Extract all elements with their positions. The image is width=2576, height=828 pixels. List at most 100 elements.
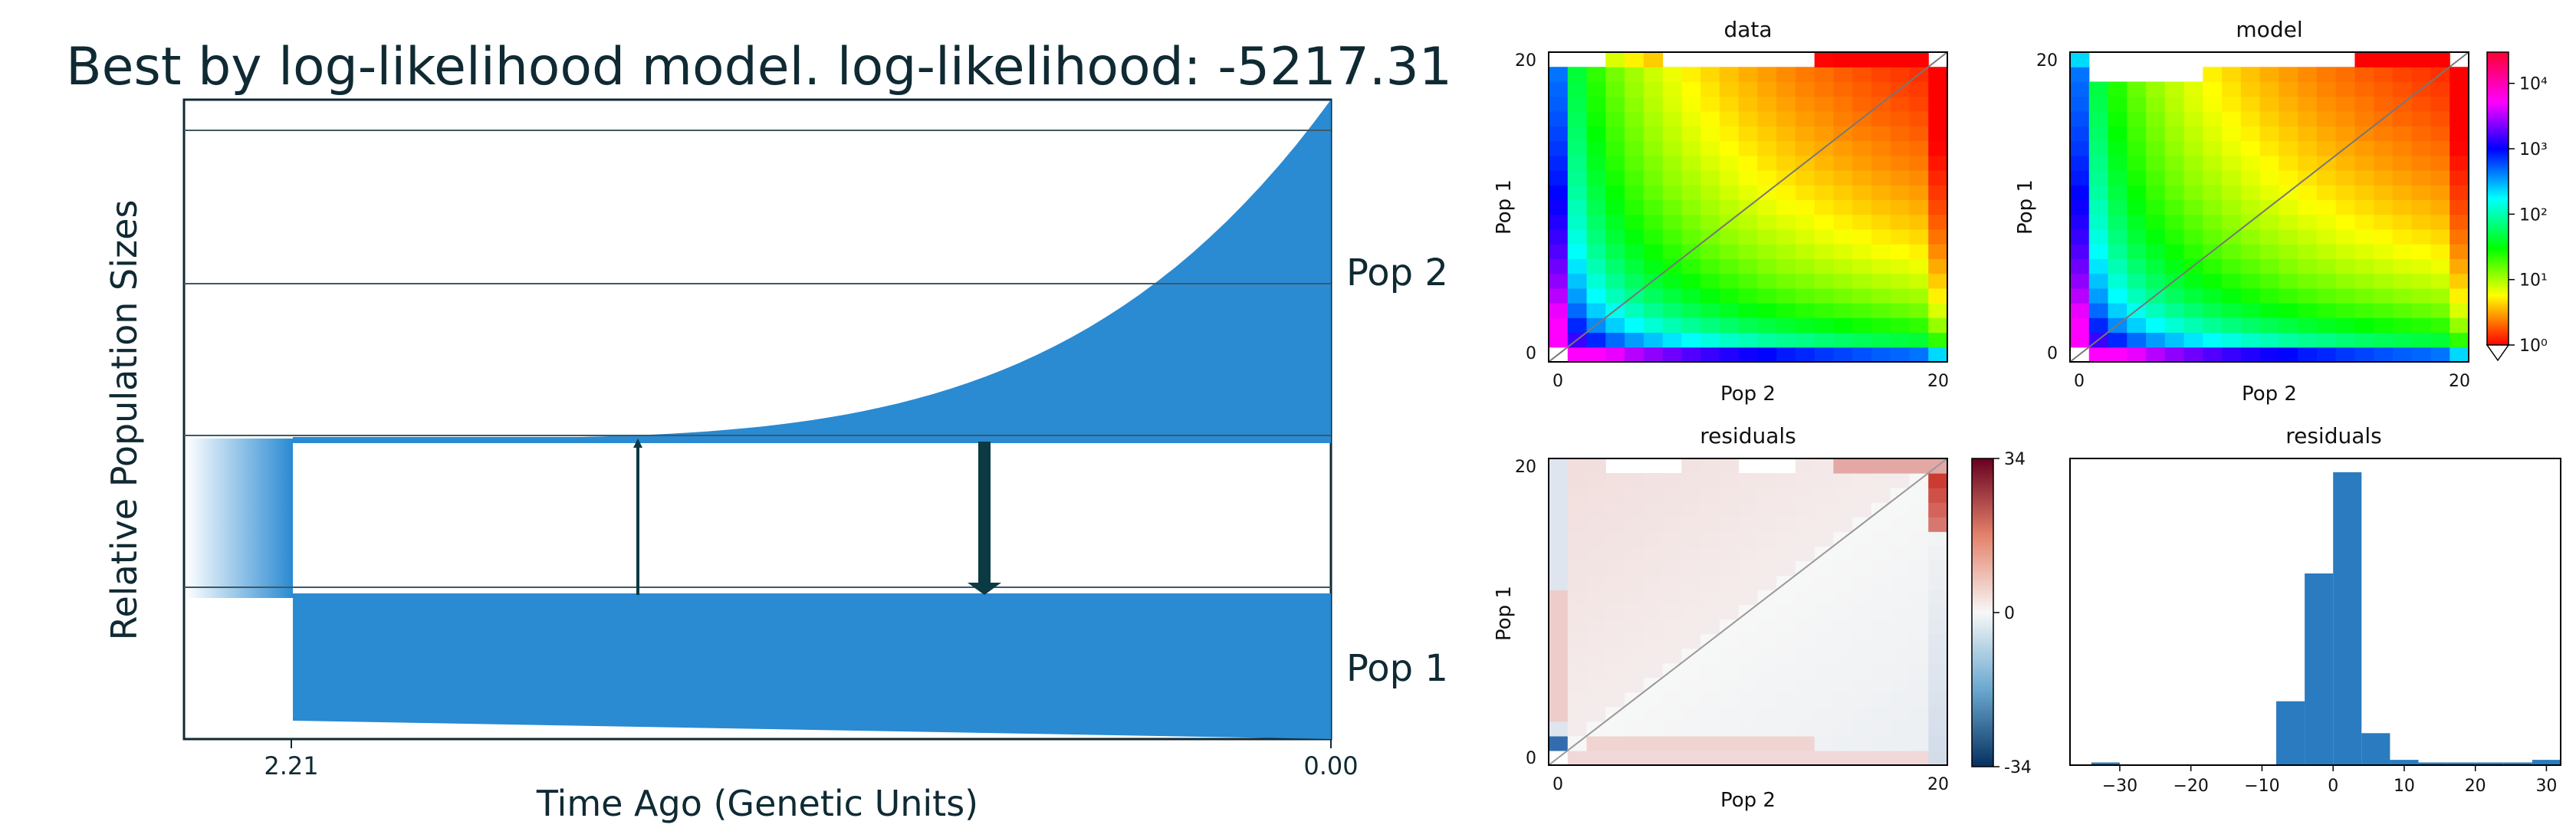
heatmap-cell	[2222, 126, 2242, 142]
heatmap-cell	[1776, 228, 1796, 245]
heatmap-cell	[1567, 110, 1588, 127]
heatmap-cell	[1662, 750, 1682, 766]
heatmap-cell	[2240, 96, 2261, 112]
heatmap-cell	[1738, 721, 1758, 737]
heatmap-cell	[1681, 214, 1701, 230]
heatmap-cells	[2070, 52, 2469, 363]
heatmap-cell	[1719, 473, 1740, 488]
panel-title: model	[2236, 17, 2302, 42]
heatmap-cell	[2430, 81, 2450, 97]
heatmap-cell	[2183, 81, 2203, 97]
heatmap-cell	[1928, 273, 1948, 289]
heatmap-cell	[1605, 214, 1625, 230]
heatmap-cell	[1871, 214, 1891, 230]
heatmap-cell	[1890, 185, 1911, 200]
heatmap-cell	[1757, 110, 1777, 127]
heatmap-cell	[2127, 214, 2147, 230]
heatmap-cell	[1625, 126, 1644, 142]
heatmap-cell	[2411, 347, 2432, 363]
heatmap-cell	[1757, 546, 1777, 561]
heatmap-cell	[1871, 590, 1891, 606]
heatmap-cell	[2108, 155, 2128, 171]
heatmap-cell	[1871, 67, 1891, 83]
heatmap-cell	[1890, 648, 1911, 664]
heatmap-cell	[2279, 140, 2298, 156]
heatmap-cell	[1928, 110, 1948, 127]
heatmap-cell	[2108, 228, 2128, 245]
heatmap-cell	[2354, 317, 2374, 334]
heatmap-cell	[2430, 199, 2450, 215]
heatmap-cell	[2450, 288, 2469, 304]
heatmap-cell	[1605, 590, 1625, 606]
heatmap-cell	[1833, 52, 1853, 67]
heatmap-cell	[1681, 347, 1701, 363]
heatmap-cell	[2164, 96, 2185, 112]
heatmap-cell	[1890, 458, 1911, 474]
heatmap-cell	[1586, 648, 1606, 664]
heatmap-cell	[2392, 347, 2413, 363]
heatmap-cell	[1852, 347, 1872, 363]
heatmap-cell	[2146, 303, 2166, 318]
heatmap-cell	[1605, 488, 1625, 503]
heatmap-cell	[1643, 633, 1664, 649]
heatmap-cell	[1871, 735, 1891, 751]
heatmap-cell	[1681, 721, 1701, 737]
colorbar-extend-arrow	[2486, 344, 2510, 362]
x-tick-label: 20	[2449, 372, 2470, 391]
heatmap-cell	[1700, 258, 1720, 274]
heatmap-cell	[1890, 531, 1911, 547]
heatmap-cell	[1757, 517, 1777, 532]
heatmap-cell	[1795, 706, 1815, 722]
heatmap-cell	[2374, 273, 2394, 289]
heatmap-cell	[1833, 81, 1853, 97]
heatmap-cell	[1719, 735, 1740, 751]
heatmap-cell	[2392, 303, 2413, 318]
heatmap-cell	[1643, 185, 1664, 200]
heatmap-cell	[1814, 575, 1835, 591]
heatmap-cell	[1871, 721, 1891, 737]
heatmap-cell	[1738, 517, 1758, 532]
heatmap-cell	[2259, 214, 2279, 230]
heatmap-cell	[2335, 199, 2356, 215]
heatmap-cell	[2335, 228, 2356, 245]
heatmap-cell	[1549, 126, 1569, 142]
heatmap-cell	[1852, 303, 1872, 318]
heatmap-cell	[1719, 317, 1740, 334]
heatmap-cell	[2430, 303, 2450, 318]
heatmap-cell	[1681, 633, 1701, 649]
heatmap-cell	[1662, 155, 1682, 171]
heatmap-cell	[1549, 81, 1569, 97]
heatmap-cell	[1700, 590, 1720, 606]
heatmap-cell	[1833, 619, 1853, 635]
heatmap-cell	[1909, 81, 1929, 97]
heatmap-cell	[2183, 303, 2203, 318]
heatmap-cell	[2240, 67, 2261, 83]
heatmap-cell	[1567, 81, 1588, 97]
heatmap-cell	[1776, 81, 1796, 97]
heatmap-cell	[1643, 96, 1664, 112]
heatmap-cell	[1776, 288, 1796, 304]
heatmap-cell	[1567, 575, 1588, 591]
heatmap-cell	[2203, 185, 2223, 200]
heatmap-cell	[1852, 273, 1872, 289]
heatmap-cell	[2108, 288, 2128, 304]
heatmap-cell	[2316, 317, 2337, 334]
heatmap-cell	[2127, 228, 2147, 245]
heatmap-cell	[1567, 96, 1588, 112]
heatmap-cell	[1719, 633, 1740, 649]
heatmap-cell	[1738, 648, 1758, 664]
heatmap-cell	[1833, 502, 1853, 518]
heatmap-cell	[1852, 52, 1872, 67]
heatmap-cell	[1549, 735, 1569, 751]
heatmap-cell	[1605, 473, 1625, 488]
heatmap-cell	[1605, 126, 1625, 142]
heatmap-cell	[1662, 140, 1682, 156]
heatmap-cell	[1909, 303, 1929, 318]
heatmap-cell	[1757, 692, 1777, 708]
heatmap-cell	[1871, 288, 1891, 304]
heatmap-cell	[2203, 155, 2223, 171]
heatmap-cell	[2088, 317, 2109, 334]
heatmap-cell	[2354, 258, 2374, 274]
heatmap-cell	[1662, 488, 1682, 503]
heatmap-cell	[1776, 517, 1796, 532]
